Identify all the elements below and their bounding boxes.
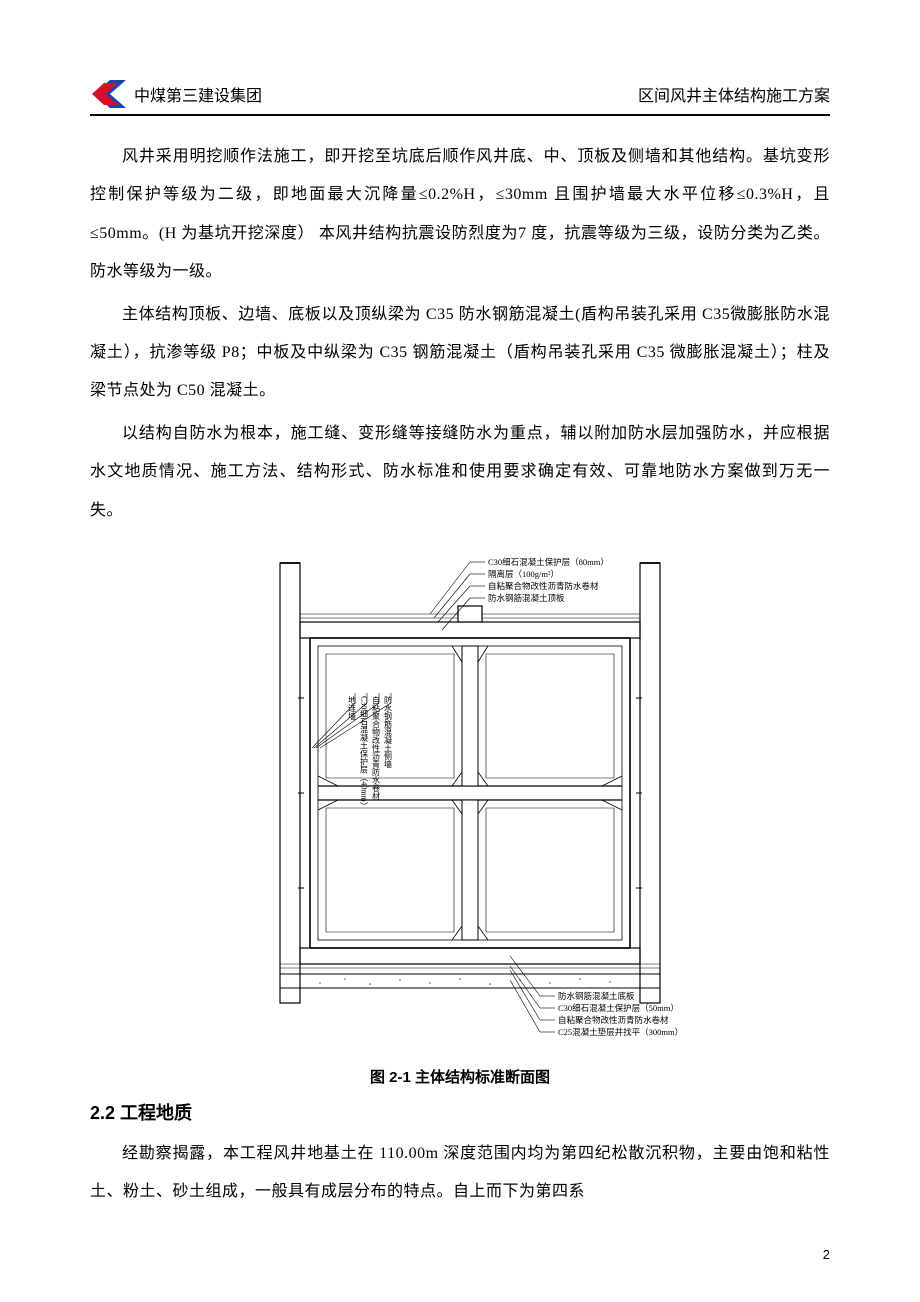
callout-top-3: 自粘聚合物改性沥青防水卷材 (488, 581, 599, 591)
cross-section-diagram-icon: C30细石混凝土保护层（80mm） 隔离层（100g/m²） 自粘聚合物改性沥青… (210, 548, 710, 1048)
paragraph-4: 经勘察揭露，本工程风井地基土在 110.00m 深度范围内均为第四纪松散沉积物，… (90, 1135, 830, 1212)
figure-2-1: C30细石混凝土保护层（80mm） 隔离层（100g/m²） 自粘聚合物改性沥青… (90, 548, 830, 1048)
company-logo-icon (90, 80, 126, 108)
callout-top-4: 防水钢筋混凝土顶板 (488, 593, 565, 603)
header-left: 中煤第三建设集团 (90, 80, 262, 108)
paragraph-1: 风井采用明挖顺作法施工，即开挖至坑底后顺作风井底、中、顶板及侧墙和其他结构。基坑… (90, 138, 830, 292)
paragraph-3: 以结构自防水为根本，施工缝、变形缝等接缝防水为重点，辅以附加防水层加强防水，并应… (90, 415, 830, 530)
header-org: 中煤第三建设集团 (134, 82, 262, 106)
figure-caption: 图 2-1 主体结构标准断面图 (90, 1066, 830, 1087)
callout-top-2: 隔离层（100g/m²） (488, 569, 559, 579)
section-2-2-heading: 2.2 工程地质 (90, 1099, 830, 1125)
page-number: 2 (823, 1247, 830, 1262)
paragraph-2: 主体结构顶板、边墙、底板以及顶纵梁为 C35 防水钢筋混凝土(盾构吊装孔采用 C… (90, 296, 830, 411)
page-header: 中煤第三建设集团 区间风井主体结构施工方案 (90, 80, 830, 108)
callout-bottom-2: C30细石混凝土保护层（50mm） (558, 1003, 679, 1013)
callout-top-1: C30细石混凝土保护层（80mm） (488, 557, 609, 567)
callout-bottom-1: 防水钢筋混凝土底板 (558, 991, 635, 1001)
header-doc-title: 区间风井主体结构施工方案 (638, 82, 830, 106)
callout-left-2: C30细石混凝土保护层（40mm） (360, 696, 369, 810)
callout-bottom-4: C25混凝土垫层并找平（300mm） (558, 1027, 683, 1037)
header-rule (90, 114, 830, 116)
callout-left-3: 自粘聚合物改性沥青防水卷材 (372, 695, 381, 800)
callout-left-1: 地连墙 (348, 695, 357, 721)
callout-bottom-3: 自粘聚合物改性沥青防水卷材 (558, 1015, 669, 1025)
callout-left-4: 防水钢筋混凝土侧墙 (384, 695, 393, 769)
